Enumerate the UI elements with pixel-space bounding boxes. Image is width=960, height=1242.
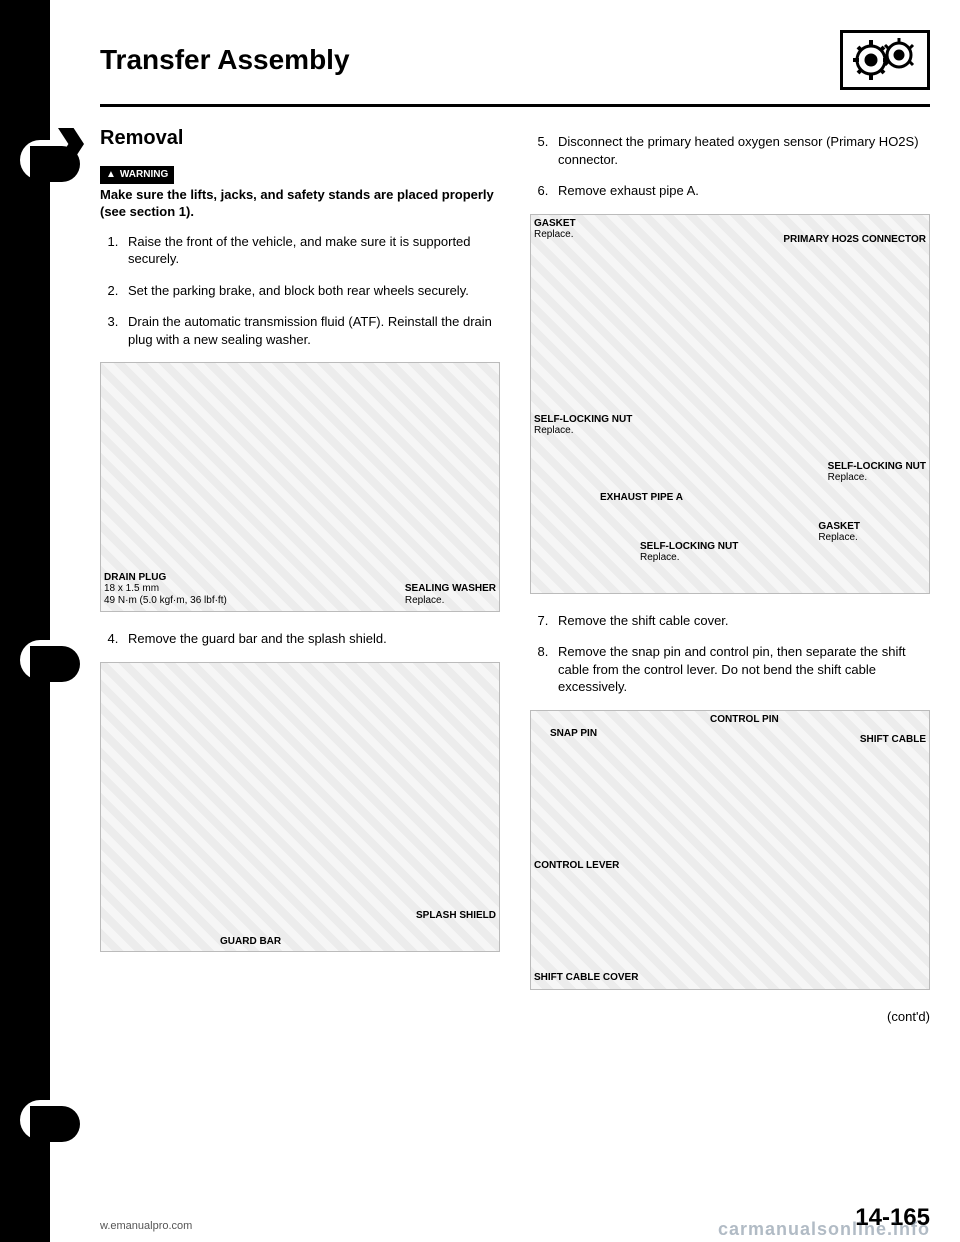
header-rule — [100, 104, 930, 107]
left-steps-list: Raise the front of the vehicle, and make… — [100, 233, 500, 349]
page-title: Transfer Assembly — [100, 44, 350, 76]
figure-drain-plug: DRAIN PLUG 18 x 1.5 mm 49 N·m (5.0 kgf·m… — [100, 362, 500, 612]
label-exhaust-pipe: EXHAUST PIPE A — [600, 492, 683, 504]
figure-placeholder — [530, 710, 930, 990]
right-steps-list-2: Remove the shift cable cover. Remove the… — [530, 612, 930, 696]
figure-placeholder — [100, 662, 500, 952]
right-column: Disconnect the primary heated oxygen sen… — [530, 121, 930, 1025]
section-heading: Removal — [100, 125, 500, 152]
label-primary-ho2s: PRIMARY HO2S CONNECTOR — [783, 234, 926, 246]
continued-label: (cont'd) — [530, 1008, 930, 1026]
label-shift-cable-cover: SHIFT CABLE COVER — [534, 972, 638, 984]
figure-placeholder — [530, 214, 930, 594]
step-item: Remove the shift cable cover. — [552, 612, 930, 630]
figure-guard-bar: SPLASH SHIELD GUARD BAR — [100, 662, 500, 952]
page-header: Transfer Assembly — [100, 30, 930, 100]
figure-exhaust-pipe: GASKET Replace. PRIMARY HO2S CONNECTOR S… — [530, 214, 930, 594]
right-steps-list: Disconnect the primary heated oxygen sen… — [530, 133, 930, 200]
label-splash-shield: SPLASH SHIELD — [416, 910, 496, 922]
warning-triangle-icon: ▲ — [106, 168, 116, 182]
warning-badge: ▲ WARNING — [100, 166, 174, 184]
label-drain-plug: DRAIN PLUG 18 x 1.5 mm 49 N·m (5.0 kgf·m… — [104, 572, 227, 607]
binder-edge — [0, 0, 50, 1242]
label-snap-pin: SNAP PIN — [550, 728, 597, 740]
label-gasket-bottom: GASKET Replace. — [818, 521, 860, 544]
watermark: carmanualsonline.info — [718, 1219, 930, 1240]
label-control-pin: CONTROL PIN — [710, 714, 779, 726]
label-control-lever: CONTROL LEVER — [534, 860, 619, 872]
warning-block: ▲ WARNING — [100, 166, 500, 184]
step-item: Raise the front of the vehicle, and make… — [122, 233, 500, 268]
step-item: Disconnect the primary heated oxygen sen… — [552, 133, 930, 168]
step-item: Remove exhaust pipe A. — [552, 182, 930, 200]
label-gasket-top: GASKET Replace. — [534, 218, 576, 241]
left-column: Removal ▲ WARNING Make sure the lifts, j… — [100, 121, 500, 1025]
footer-source: w.emanualpro.com — [100, 1220, 192, 1232]
step-item: Remove the guard bar and the splash shie… — [122, 630, 500, 648]
warning-label: WARNING — [120, 168, 168, 182]
label-shift-cable: SHIFT CABLE — [860, 734, 926, 746]
step-item: Set the parking brake, and block both re… — [122, 282, 500, 300]
label-self-locking-nut-bottom: SELF-LOCKING NUT Replace. — [640, 541, 738, 564]
step-item: Drain the automatic transmission fluid (… — [122, 313, 500, 348]
label-self-locking-nut-left: SELF-LOCKING NUT Replace. — [534, 414, 632, 437]
label-sealing-washer: SEALING WASHER Replace. — [405, 583, 496, 606]
step-item: Remove the snap pin and control pin, the… — [552, 643, 930, 696]
two-column-layout: Removal ▲ WARNING Make sure the lifts, j… — [100, 121, 930, 1025]
label-self-locking-nut-right: SELF-LOCKING NUT Replace. — [828, 461, 926, 484]
gear-logo-icon — [840, 30, 930, 90]
page-content: Transfer Assembly Removal ▲ — [50, 0, 960, 1242]
figure-shift-cable: SNAP PIN CONTROL PIN SHIFT CABLE CONTROL… — [530, 710, 930, 990]
label-guard-bar: GUARD BAR — [220, 936, 281, 948]
warning-text: Make sure the lifts, jacks, and safety s… — [100, 186, 500, 221]
left-steps-list-2: Remove the guard bar and the splash shie… — [100, 630, 500, 648]
